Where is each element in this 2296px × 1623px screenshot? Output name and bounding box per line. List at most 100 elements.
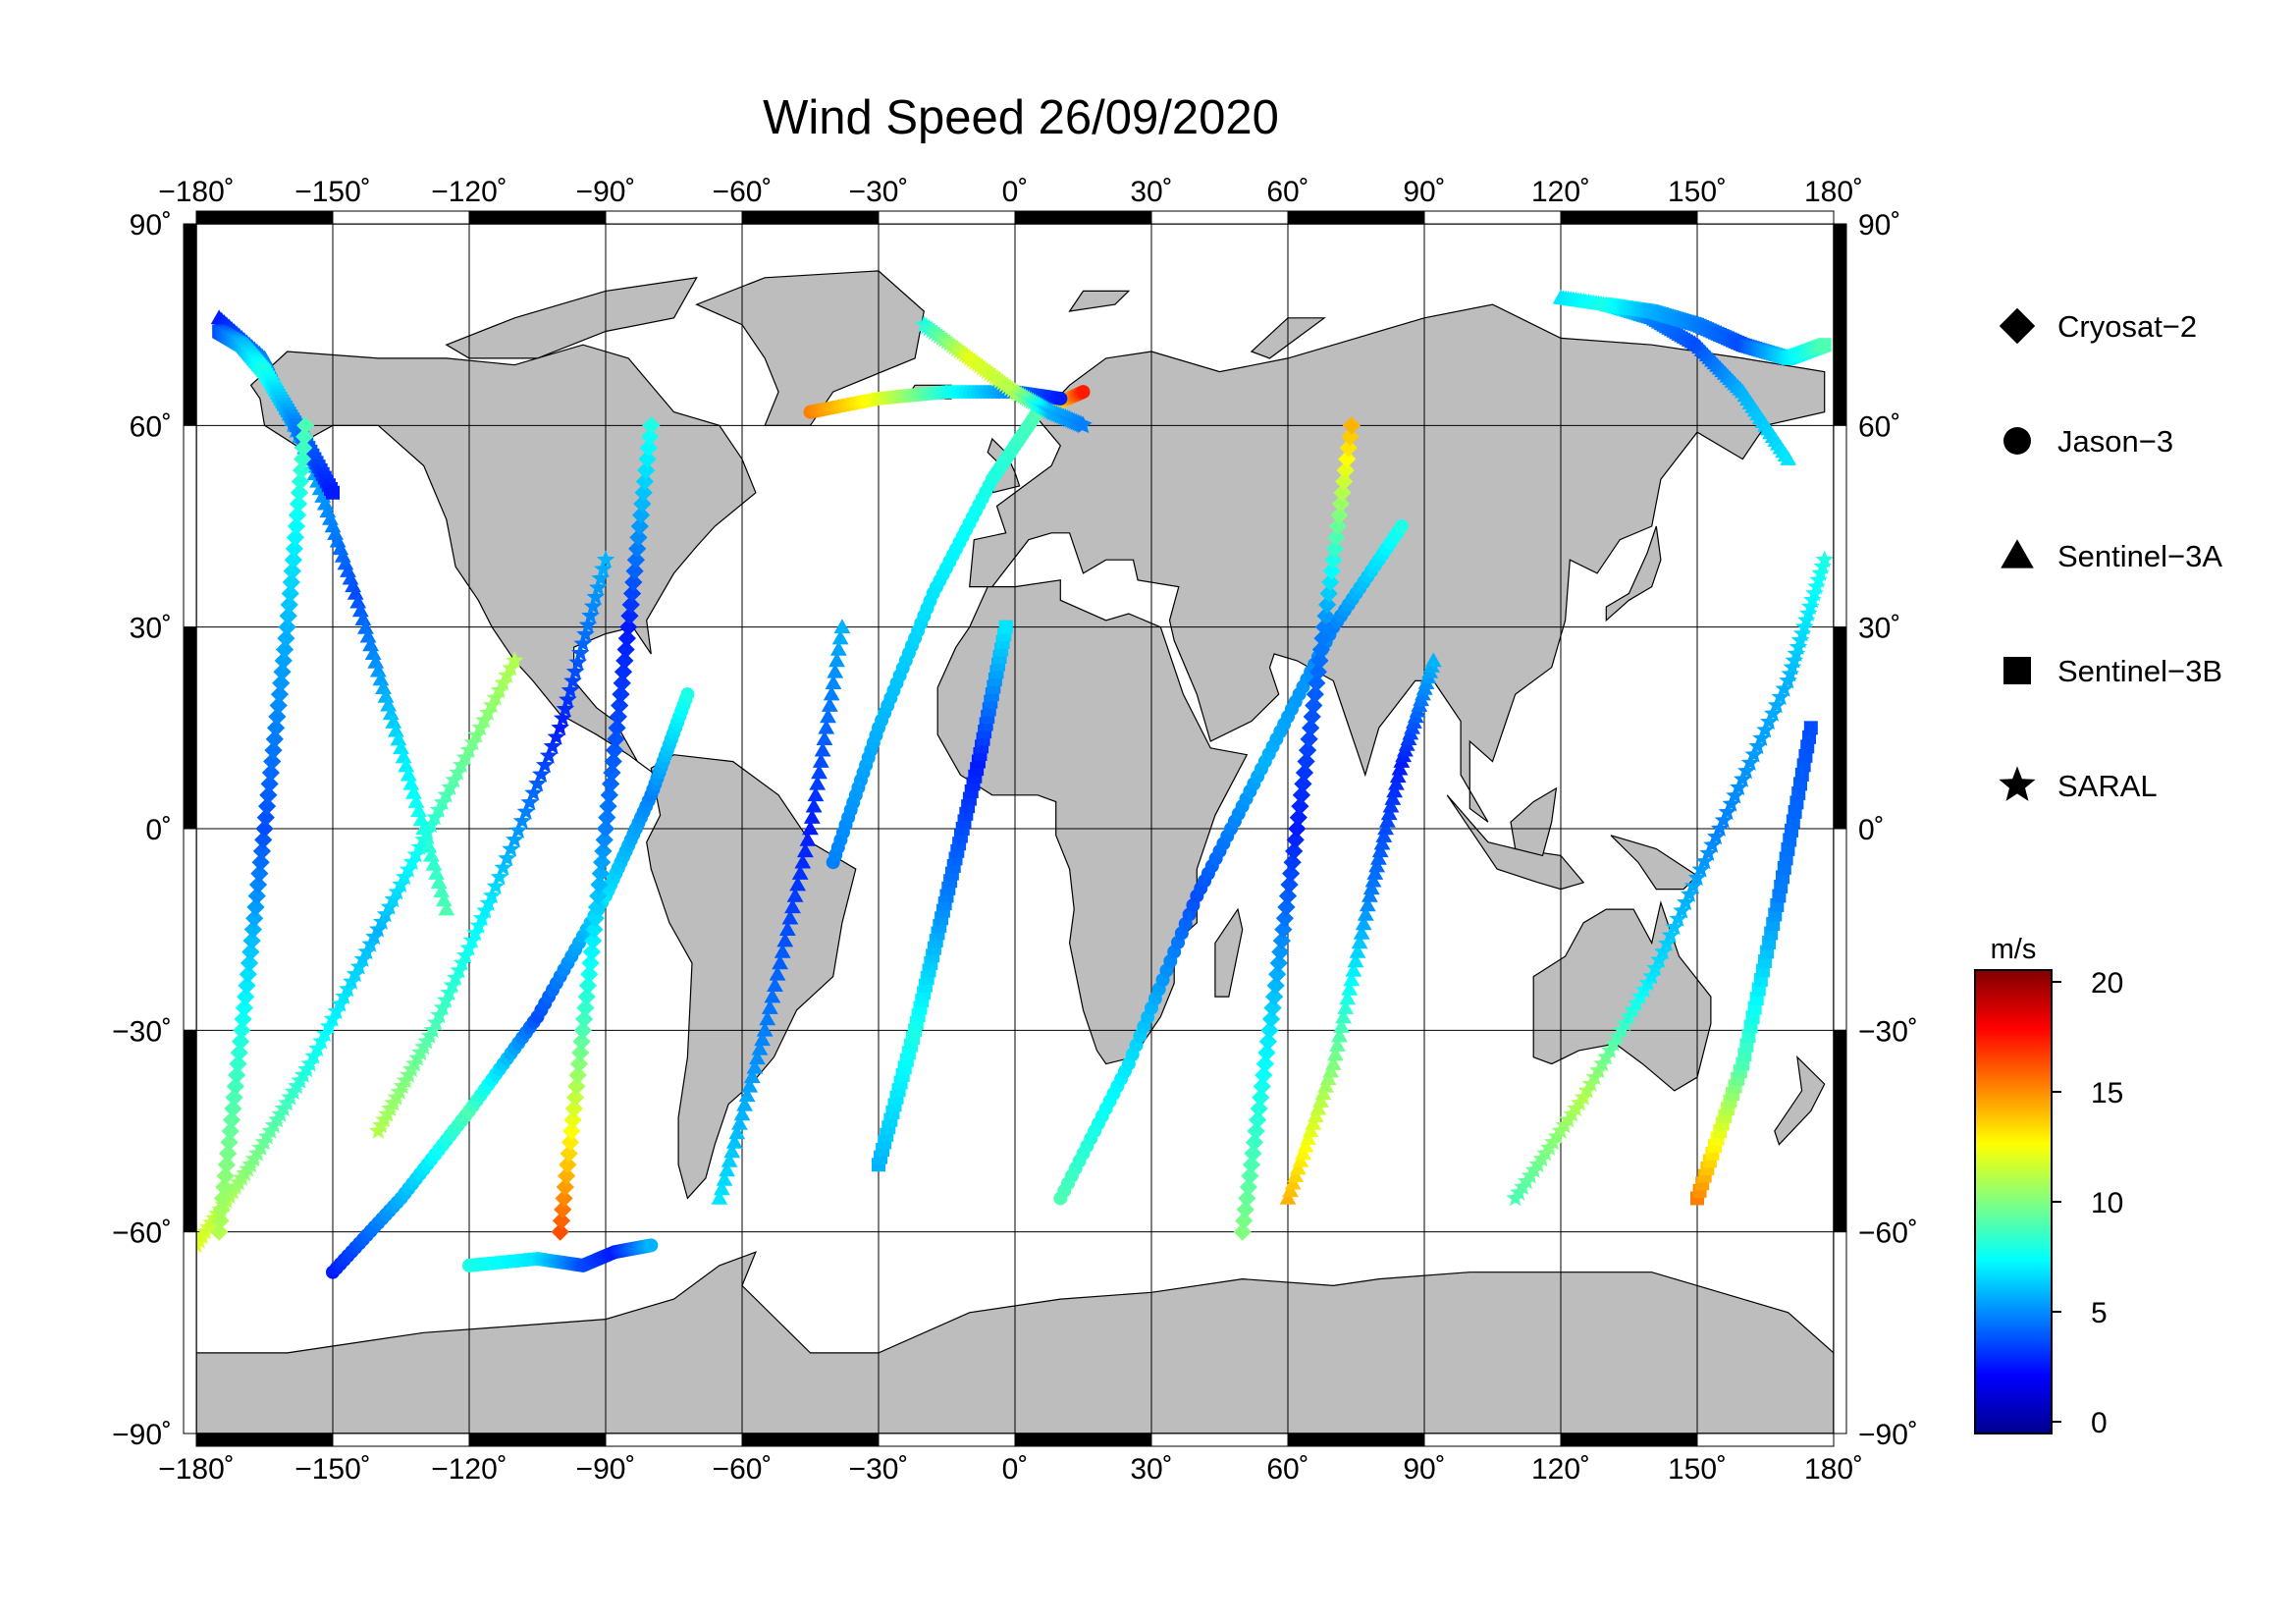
track-point: [1801, 597, 1820, 616]
lon-tick-label-top: 30˚: [1130, 176, 1172, 208]
track-point: [582, 943, 601, 961]
border-segment: [1423, 210, 1562, 225]
track-point: [1295, 1145, 1311, 1161]
track-point: [1303, 707, 1321, 727]
track-point: [1391, 760, 1409, 776]
lat-tick-label-right: −90˚: [1858, 1419, 1918, 1451]
track-point: [1281, 864, 1301, 883]
track-point: [1305, 696, 1323, 715]
track-point: [1258, 1032, 1278, 1051]
track-point: [1730, 778, 1748, 796]
track-point: [395, 748, 412, 764]
track-point: [1707, 827, 1726, 845]
track-point: [1382, 797, 1400, 813]
track-point: [799, 832, 817, 846]
track-point: [814, 741, 831, 757]
lon-tick-label-top: −90˚: [576, 176, 636, 208]
track-point: [825, 675, 842, 690]
border-segment: [605, 210, 743, 225]
track-point: [393, 739, 409, 755]
track-point: [1255, 1065, 1273, 1085]
series-SARAL: [196, 314, 1834, 1254]
track-point: [998, 620, 1013, 634]
track-point: [1305, 1114, 1322, 1130]
map-frame: [183, 210, 1847, 1447]
track-point: [1809, 570, 1828, 588]
series-Sentinel−3B: [212, 298, 1832, 1206]
track-point: [794, 853, 812, 869]
track-point: [821, 697, 838, 712]
lat-tick-label-right: 0˚: [1858, 814, 1885, 846]
track-point: [280, 595, 298, 614]
track-point: [347, 585, 364, 600]
border-segment: [1833, 424, 1847, 628]
track-point: [1734, 770, 1752, 787]
track-point: [1752, 729, 1771, 746]
track-point: [577, 988, 596, 1006]
track-point: [561, 680, 580, 699]
track-point: [586, 909, 605, 928]
track-point: [472, 908, 492, 927]
track-point: [774, 944, 791, 958]
track-point: [629, 528, 648, 547]
track-point: [559, 690, 577, 708]
lon-tick-label-bottom: 150˚: [1668, 1453, 1727, 1486]
track-point: [1748, 736, 1768, 755]
track-point: [759, 1010, 776, 1026]
track-point: [246, 897, 265, 916]
track-point: [294, 450, 312, 468]
track-point: [400, 766, 417, 782]
track-point: [731, 1114, 748, 1130]
track-point: [578, 976, 598, 995]
track-point: [1288, 819, 1307, 839]
track-point: [357, 620, 374, 634]
track-point: [608, 719, 626, 737]
track-point: [1328, 516, 1348, 536]
track-point: [578, 616, 598, 633]
track-point: [559, 1156, 577, 1174]
track-point: [412, 811, 430, 827]
track-point: [1687, 868, 1707, 887]
track-point: [235, 999, 254, 1017]
track-point: [273, 663, 292, 681]
land-south-america: [646, 754, 857, 1200]
track-point: [433, 998, 453, 1016]
track-point: [539, 746, 559, 764]
track-point: [502, 839, 520, 857]
track-point: [1268, 965, 1287, 984]
track-point: [1665, 917, 1684, 936]
track-point: [211, 1212, 230, 1230]
track-point: [1380, 805, 1398, 821]
track-point: [591, 864, 610, 883]
track-point: [789, 876, 807, 892]
track-point: [551, 1222, 569, 1241]
land-australia: [1532, 900, 1712, 1092]
land-new-zealand: [1774, 1055, 1826, 1146]
track-point: [466, 923, 485, 942]
track-point: [254, 831, 273, 849]
track-point: [295, 427, 314, 446]
border-segment: [1150, 1433, 1289, 1447]
track-point: [1339, 439, 1358, 458]
track-point: [581, 953, 600, 972]
track-point: [1316, 607, 1335, 625]
track-point: [1781, 664, 1799, 682]
track-point: [609, 707, 627, 727]
track-point: [1718, 802, 1737, 821]
track-point: [764, 988, 781, 1003]
track-point: [1657, 934, 1677, 951]
track-point: [1787, 644, 1806, 662]
track-point: [1691, 860, 1711, 878]
border-segment: [1014, 210, 1152, 225]
colorbar-gradient: [1974, 969, 2053, 1434]
track-point: [362, 636, 380, 652]
track-point: [440, 983, 458, 1001]
track-point: [288, 506, 307, 524]
track-point: [1274, 920, 1293, 939]
track-point: [1308, 663, 1327, 681]
track-point: [1805, 583, 1824, 602]
track-point: [560, 1144, 578, 1163]
track-point: [275, 640, 294, 659]
track-point: [1261, 1009, 1281, 1029]
track-point: [590, 875, 609, 894]
